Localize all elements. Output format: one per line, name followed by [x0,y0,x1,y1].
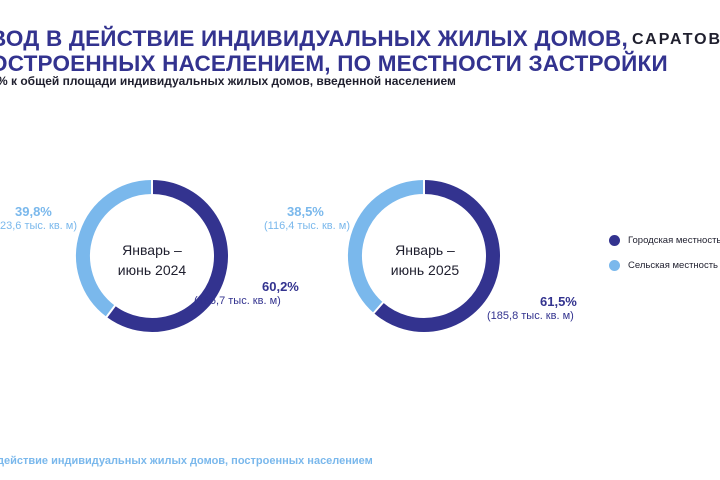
brand-logo-text: САРАТОВС [632,31,720,48]
donut-1-urban-slice [106,180,228,332]
donut-1-center-label: Январь – июнь 2024 [97,240,207,280]
donut-2-rural-percent: 38,5% [287,204,324,219]
donut-1-rural-percent: 39,8% [15,204,52,219]
page-title-line-1: ВОД В ДЕЙСТВИЕ ИНДИВИДУАЛЬНЫХ ЖИЛЫХ ДОМО… [0,26,628,51]
footer-note: действие индивидуальных жилых домов, пос… [0,455,373,467]
page-title: ВОД В ДЕЙСТВИЕ ИНДИВИДУАЛЬНЫХ ЖИЛЫХ ДОМО… [0,26,668,76]
donut-1-separator-2 [105,304,117,319]
donut-1-rural-slice [76,180,153,317]
donut-2-urban-percent: 61,5% [540,294,577,309]
donut-1-center-line-2: июнь 2024 [117,262,187,278]
legend-rural-swatch [609,260,620,271]
donut-2-separator-2 [372,301,385,315]
legend-urban-swatch [609,235,620,246]
donut-2-urban-slice [373,180,500,332]
legend-urban-label: Городская местность [628,235,720,246]
donut-2-rural-slice [348,180,425,314]
donut-1-rural-area: 23,6 тыс. кв. м) [0,220,78,232]
page-title-line-2: ОСТРОЕННЫХ НАСЕЛЕНИЕМ, ПО МЕСТНОСТИ ЗАСТ… [0,51,668,76]
legend-rural-label: Сельская местность [628,260,718,271]
donut-1-urban-area: (186,7 тыс. кв. м) [194,295,281,307]
donut-2-center-line-2: июнь 2025 [390,262,460,278]
donut-2-urban-area: (185,8 тыс. кв. м) [487,310,574,322]
donut-2-center-label: Январь – июнь 2025 [370,240,480,280]
donut-2-rural-area: (116,4 тыс. кв. м) [264,220,350,232]
donut-2-center-line-1: Январь – [395,242,455,258]
chart-subtitle: % к общей площади индивидуальных жилых д… [0,74,456,88]
donut-1-urban-percent: 60,2% [262,279,299,294]
donut-1-center-line-1: Январь – [122,242,182,258]
